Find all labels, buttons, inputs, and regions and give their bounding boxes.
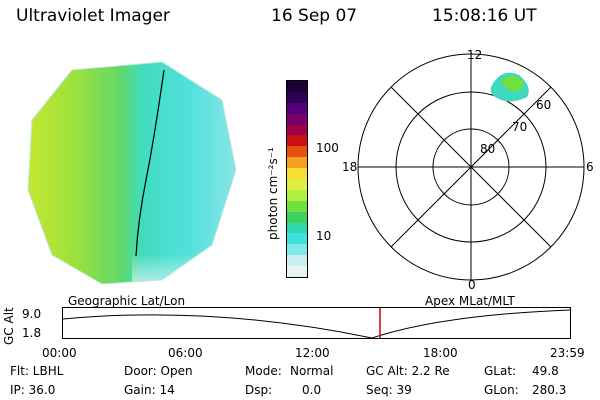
- color-bar-segment: [287, 124, 307, 136]
- lat-label-70: 70: [512, 120, 527, 134]
- timeline-plot: [62, 307, 571, 339]
- polar-plot: 12 18 6 0 80 70 60: [342, 48, 594, 292]
- terminator-line: [135, 69, 165, 257]
- lat-label-80: 80: [480, 142, 495, 156]
- mlt-label-18: 18: [342, 160, 357, 174]
- gain-info: Gain: 14: [124, 383, 175, 397]
- color-bar-segment: [287, 233, 307, 245]
- door-info: Door: Open: [124, 364, 193, 378]
- mlt-label-12: 12: [467, 48, 482, 62]
- color-bar: [286, 80, 308, 278]
- color-bar-segment: [287, 200, 307, 212]
- color-bar-segment: [287, 266, 307, 278]
- seq-info: Seq: 39: [366, 383, 412, 397]
- glat-label: GLat:: [484, 364, 517, 378]
- color-bar-segment: [287, 179, 307, 190]
- color-bar-segment: [287, 222, 307, 234]
- colorbar-tick-10: 10: [316, 229, 332, 243]
- timeline-xtick-0600: 06:00: [168, 346, 203, 360]
- filter-info: Flt: LBHL: [10, 364, 64, 378]
- timeline-xtick-2359: 23:59: [550, 346, 585, 360]
- glat-value: 49.8: [532, 364, 559, 378]
- app-title: Ultraviolet Imager: [16, 6, 170, 26]
- ip-info: IP: 36.0: [10, 383, 56, 397]
- timeline-left-label: Geographic Lat/Lon: [68, 294, 186, 308]
- glon-label: GLon:: [484, 383, 519, 397]
- color-bar-segment: [287, 255, 307, 267]
- timeline-right-label: Apex MLat/MLT: [425, 294, 515, 308]
- mlt-label-6: 6: [586, 160, 594, 174]
- color-bar-segment: [287, 102, 307, 114]
- mode-value: Normal: [290, 364, 334, 378]
- color-bar-segment: [287, 146, 307, 158]
- color-bar-segment: [287, 211, 307, 223]
- altitude-curve: [62, 309, 571, 339]
- date-label: 16 Sep 07: [271, 6, 358, 26]
- dsp-label: Dsp:: [245, 383, 273, 397]
- timeline-xtick-0000: 00:00: [42, 346, 77, 360]
- dsp-value: 0.0: [302, 383, 322, 397]
- gc-alt-info: GC Alt: 2.2 Re: [366, 364, 450, 378]
- timeline-y-axis-label: GC Alt: [2, 307, 16, 345]
- mode-label: Mode:: [245, 364, 282, 378]
- mlt-label-0: 0: [468, 278, 476, 292]
- glon-value: 280.3: [532, 383, 567, 397]
- disk-outline: [27, 61, 237, 285]
- color-bar-segment: [287, 81, 307, 92]
- timeline-ytick-1: 1.8: [22, 326, 42, 340]
- color-bar-segment: [287, 244, 307, 256]
- colorbar-unit-label: photon cm⁻²s⁻¹: [266, 147, 280, 240]
- lat-label-60: 60: [536, 98, 551, 112]
- timeline-xtick-1200: 12:00: [295, 346, 330, 360]
- color-bar-segment: [287, 91, 307, 103]
- timeline-xtick-1800: 18:00: [423, 346, 458, 360]
- color-bar-segment: [287, 113, 307, 125]
- color-bar-segment: [287, 135, 307, 147]
- time-label: 15:08:16 UT: [432, 6, 537, 26]
- color-bar-segment: [287, 168, 307, 180]
- color-bar-segment: [287, 157, 307, 169]
- earth-disk-image: [27, 61, 237, 285]
- color-bar-segment: [287, 189, 307, 201]
- timeline-ytick-9: 9.0: [22, 307, 42, 321]
- colorbar-tick-100: 100: [316, 141, 339, 155]
